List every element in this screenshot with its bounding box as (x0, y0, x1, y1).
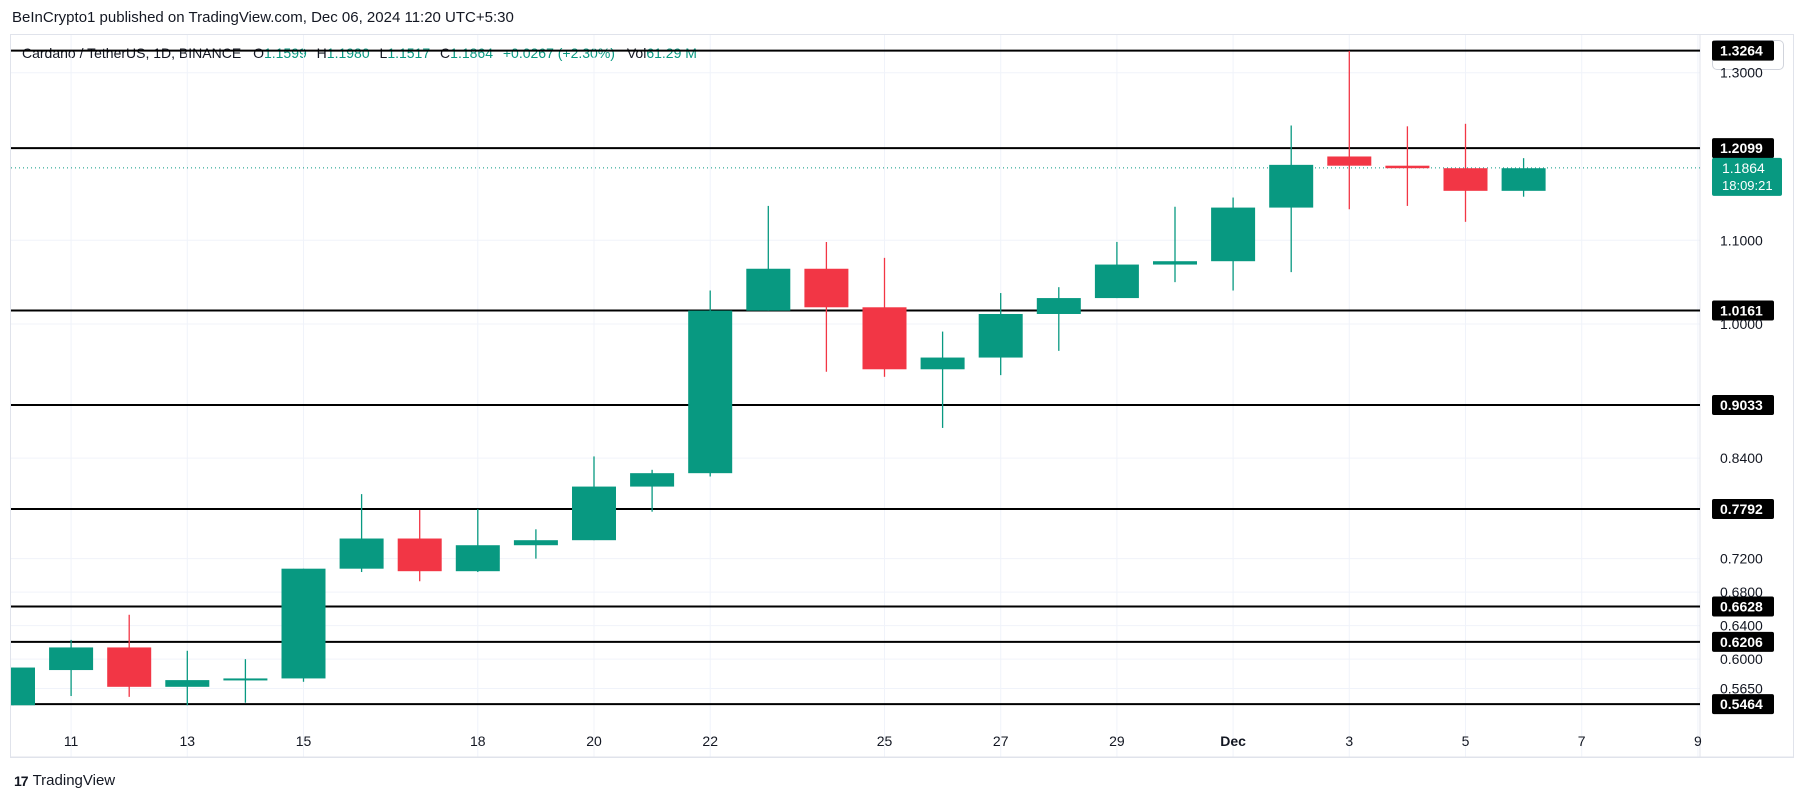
candle-body (339, 538, 384, 569)
published-by-line: BeInCrypto1 published on TradingView.com… (12, 9, 514, 26)
low-label: L (379, 45, 388, 61)
level-label-bg (1712, 499, 1774, 520)
y-tick-label: 0.6400 (1720, 618, 1763, 634)
level-label-bg (1712, 596, 1774, 617)
candle-body (49, 647, 94, 671)
symbol-label[interactable]: Cardano / TetherUS, 1D, BINANCE (22, 45, 242, 61)
y-tick-label: 0.6800 (1720, 584, 1763, 600)
candle-body (107, 647, 152, 687)
candle-body (978, 313, 1023, 358)
candle-body (1269, 164, 1314, 208)
x-tick-label: 25 (877, 733, 893, 749)
candle-body (688, 310, 733, 474)
y-tick-label: 1.1000 (1720, 232, 1763, 248)
high-value: 1.1980 (326, 45, 370, 61)
candle-body (1501, 168, 1546, 191)
grid-layer (11, 35, 1794, 758)
candle-body (281, 568, 326, 679)
ohlc-legend: Cardano / TetherUS, 1D, BINANCE O1.1599 … (22, 45, 697, 61)
last-price-tag (1712, 157, 1782, 196)
x-tick-label: 5 (1462, 733, 1470, 749)
y-tick-label: 0.6000 (1720, 651, 1763, 667)
x-tick-label: 22 (702, 733, 718, 749)
x-tick-label: 3 (1345, 733, 1353, 749)
candle-body (455, 545, 500, 572)
candle-body (223, 678, 268, 681)
open-label: O (253, 45, 264, 61)
x-tick-label: Dec (1220, 733, 1246, 749)
level-label-bg (1712, 631, 1774, 652)
candle-body (11, 667, 35, 706)
x-tick-label: 27 (993, 733, 1009, 749)
candle-body (572, 486, 616, 541)
level-label-bg (1712, 300, 1774, 321)
y-tick-label: 0.7200 (1720, 551, 1763, 567)
candle-body (165, 680, 210, 687)
candle-body (513, 540, 558, 546)
y-tick-label: 0.5650 (1720, 680, 1763, 696)
x-tick-label: 11 (64, 733, 79, 749)
x-tick-label: 18 (470, 733, 486, 749)
brand-name: TradingView (32, 772, 116, 789)
level-label: 0.6628 (1720, 599, 1763, 615)
volume-value: 61.29 M (646, 45, 697, 61)
level-label: 1.3264 (1720, 43, 1763, 59)
candles-layer (11, 50, 1546, 706)
level-label-bg (1712, 694, 1774, 715)
x-axis-labels: 11 13 15 18 20 22 25 27 29 Dec 3 5 7 9 (64, 733, 1702, 749)
y-tick-label: 1.3000 (1720, 65, 1763, 81)
low-value: 1.1517 (387, 45, 431, 61)
candle-body (1094, 264, 1139, 299)
x-tick-label: 9 (1694, 733, 1702, 749)
close-label: C (440, 45, 451, 61)
level-label-bg (1712, 40, 1774, 61)
tradingview-logo-icon: 17 (14, 772, 29, 789)
close-value: 1.1864 (450, 45, 493, 61)
x-tick-label: 20 (586, 733, 602, 749)
candle-body (862, 307, 907, 370)
candle-body (804, 268, 849, 308)
x-tick-label: 29 (1109, 733, 1125, 749)
candle-body (630, 473, 675, 487)
y-axis-labels: 1.3000 1.1000 1.0000 0.8400 0.7200 0.6800 0.64… (1720, 65, 1763, 697)
tradingview-brand[interactable]: 17 TradingView (14, 772, 115, 789)
candle-body (1153, 261, 1197, 265)
candle-body (920, 357, 965, 370)
level-label-bg (1712, 138, 1774, 159)
level-label-bg (1712, 395, 1774, 416)
x-tick-label: 15 (296, 733, 312, 749)
level-label: 0.5464 (1720, 696, 1763, 712)
countdown-timer: 18:09:21 (1722, 178, 1773, 193)
change-value: +0.0267 (+2.30%) (502, 45, 615, 61)
level-label: 0.9033 (1720, 397, 1763, 413)
y-tick-label: 0.8400 (1720, 450, 1763, 466)
candle-body (1327, 156, 1372, 166)
volume-label: Vol (626, 45, 647, 61)
candle-body (746, 268, 791, 311)
levels-layer: 1.3264 1.2099 1.0161 0.9033 0.7792 0.6628 0.62… (11, 40, 1782, 715)
level-label: 0.6206 (1720, 634, 1763, 650)
open-value: 1.1599 (263, 45, 307, 61)
candle-body (1211, 207, 1256, 262)
x-tick-label: 7 (1578, 733, 1586, 749)
x-tick-label: 13 (180, 733, 196, 749)
level-label: 1.2099 (1720, 140, 1763, 156)
candle-body (1443, 168, 1488, 191)
candle-body (1036, 298, 1081, 314)
level-label: 1.0161 (1720, 303, 1763, 319)
level-label: 0.7792 (1720, 501, 1763, 517)
candle-body (1385, 165, 1430, 169)
candle-body (397, 538, 442, 572)
last-price-value: 1.1864 (1722, 160, 1765, 176)
high-label: H (316, 45, 327, 61)
y-tick-label: 1.0000 (1720, 316, 1763, 332)
